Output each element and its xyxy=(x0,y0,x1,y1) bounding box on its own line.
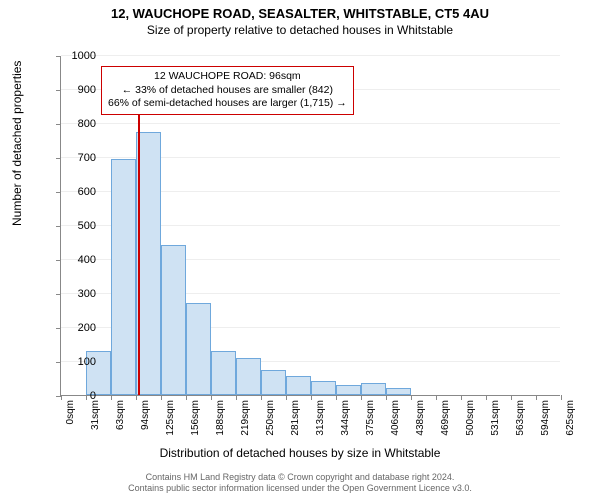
xtick-mark xyxy=(261,395,262,400)
histogram-bar xyxy=(261,370,286,396)
ytick-label: 600 xyxy=(56,186,96,198)
xtick-mark xyxy=(336,395,337,400)
histogram-bar xyxy=(386,388,411,395)
callout-line: 66% of semi-detached houses are larger (… xyxy=(108,97,347,111)
histogram-bar xyxy=(361,383,386,395)
xtick-mark xyxy=(411,395,412,400)
gridline xyxy=(61,123,560,124)
callout-line: 12 WAUCHOPE ROAD: 96sqm xyxy=(108,70,347,84)
histogram-bar xyxy=(111,159,136,395)
xtick-label: 0sqm xyxy=(65,400,76,424)
xtick-mark xyxy=(161,395,162,400)
marker-line xyxy=(138,106,140,395)
xtick-label: 219sqm xyxy=(240,400,251,436)
xtick-label: 594sqm xyxy=(540,400,551,436)
histogram-bar xyxy=(211,351,236,395)
xtick-label: 531sqm xyxy=(490,400,501,436)
xtick-mark xyxy=(461,395,462,400)
gridline xyxy=(61,55,560,56)
xtick-label: 313sqm xyxy=(315,400,326,436)
xtick-mark xyxy=(286,395,287,400)
xtick-label: 156sqm xyxy=(190,400,201,436)
page-subtitle: Size of property relative to detached ho… xyxy=(0,21,600,37)
histogram-bar xyxy=(186,303,211,395)
histogram-bar xyxy=(161,245,186,395)
xtick-mark xyxy=(536,395,537,400)
ytick-label: 200 xyxy=(56,322,96,334)
xtick-label: 281sqm xyxy=(290,400,301,436)
plot-area: 0sqm31sqm63sqm94sqm125sqm156sqm188sqm219… xyxy=(60,56,560,396)
xtick-label: 125sqm xyxy=(165,400,176,436)
xtick-mark xyxy=(361,395,362,400)
ytick-label: 0 xyxy=(56,390,96,402)
xtick-label: 563sqm xyxy=(515,400,526,436)
xtick-label: 188sqm xyxy=(215,400,226,436)
xtick-label: 344sqm xyxy=(340,400,351,436)
ytick-label: 400 xyxy=(56,254,96,266)
xtick-mark xyxy=(186,395,187,400)
xtick-label: 31sqm xyxy=(90,400,101,430)
xtick-mark xyxy=(111,395,112,400)
histogram-bar xyxy=(236,358,261,395)
x-axis-label: Distribution of detached houses by size … xyxy=(0,446,600,460)
histogram-bar xyxy=(336,385,361,395)
ytick-label: 100 xyxy=(56,356,96,368)
xtick-label: 63sqm xyxy=(115,400,126,430)
xtick-label: 375sqm xyxy=(365,400,376,436)
ytick-label: 300 xyxy=(56,288,96,300)
xtick-mark xyxy=(211,395,212,400)
page-title: 12, WAUCHOPE ROAD, SEASALTER, WHITSTABLE… xyxy=(0,0,600,21)
footer-line: Contains HM Land Registry data © Crown c… xyxy=(0,472,600,483)
xtick-label: 438sqm xyxy=(415,400,426,436)
xtick-mark xyxy=(486,395,487,400)
xtick-label: 406sqm xyxy=(390,400,401,436)
xtick-mark xyxy=(436,395,437,400)
xtick-mark xyxy=(561,395,562,400)
xtick-mark xyxy=(311,395,312,400)
xtick-label: 500sqm xyxy=(465,400,476,436)
xtick-label: 625sqm xyxy=(565,400,576,436)
histogram-bar xyxy=(286,376,311,395)
callout-box: 12 WAUCHOPE ROAD: 96sqm ← 33% of detache… xyxy=(101,66,354,115)
ytick-label: 700 xyxy=(56,152,96,164)
y-axis-label: Number of detached properties xyxy=(10,61,24,226)
ytick-label: 800 xyxy=(56,118,96,130)
xtick-label: 94sqm xyxy=(140,400,151,430)
histogram-bar xyxy=(311,381,336,395)
footer-text: Contains HM Land Registry data © Crown c… xyxy=(0,472,600,494)
xtick-label: 250sqm xyxy=(265,400,276,436)
xtick-label: 469sqm xyxy=(440,400,451,436)
chart-container: 12, WAUCHOPE ROAD, SEASALTER, WHITSTABLE… xyxy=(0,0,600,500)
xtick-mark xyxy=(236,395,237,400)
footer-line: Contains public sector information licen… xyxy=(0,483,600,494)
ytick-label: 900 xyxy=(56,84,96,96)
xtick-mark xyxy=(511,395,512,400)
xtick-mark xyxy=(386,395,387,400)
ytick-label: 500 xyxy=(56,220,96,232)
xtick-mark xyxy=(136,395,137,400)
ytick-label: 1000 xyxy=(56,50,96,62)
callout-line: ← 33% of detached houses are smaller (84… xyxy=(108,84,347,98)
